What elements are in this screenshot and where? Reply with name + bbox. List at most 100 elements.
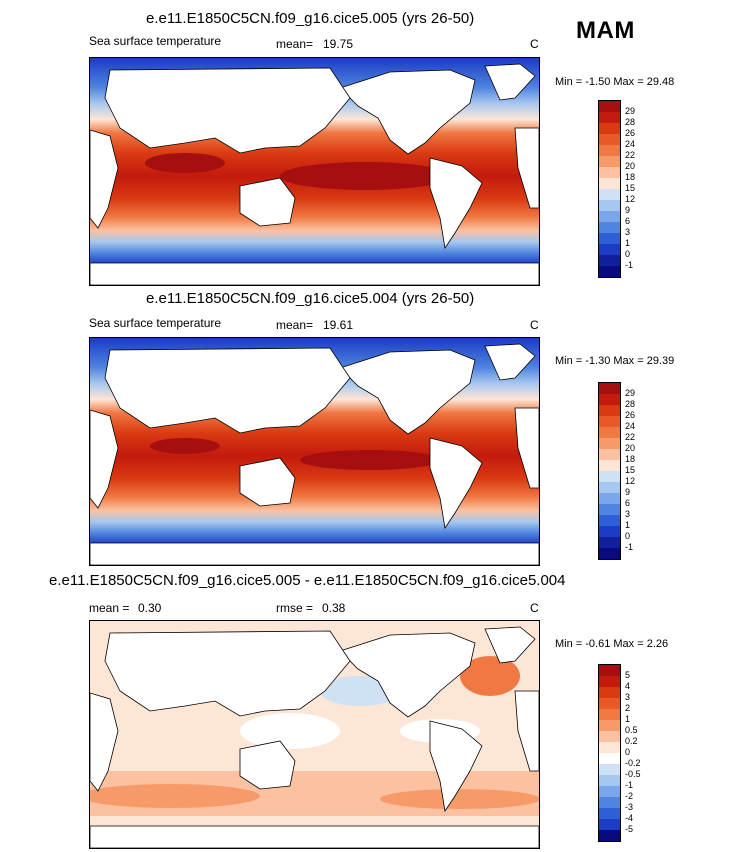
colorbar-tick-label: 24 [625,139,636,149]
colorbar-tick-label: 1 [625,238,631,248]
panel-3-rmse-label: rmse = [276,601,314,615]
panel-1-mean-label: mean= [276,37,314,51]
colorbar-tick-label: 28 [625,399,636,409]
diff-band [90,784,260,808]
south-america [429,157,483,250]
antarctica [90,262,539,285]
panel-2-units: C [530,318,539,332]
colorbar-tick-label: 1 [625,520,631,530]
africa [514,127,539,209]
panel-3-minmax: Min = -0.61 Max = 2.26 [555,638,669,650]
colorbar-tick-label: 6 [625,498,631,508]
panel-2-colorbar-box [598,382,621,560]
colorbar-tick-label: 3 [625,227,631,237]
colorbar-tick-label: 15 [625,465,636,475]
panel-2-title: e.e11.E1850C5CN.f09_g16.cice5.004 (yrs 2… [146,290,475,307]
colorbar-tick-label: 22 [625,432,636,442]
warm-pool [300,450,440,470]
panel-2-mean-value: 19.61 [323,318,354,332]
south-america [429,720,483,813]
diff-band [380,789,539,809]
colorbar-tick-label: 9 [625,205,631,215]
colorbar-tick-label: 5 [625,670,631,680]
colorbar-tick-label: 20 [625,161,636,171]
colorbar-tick-label: -1 [625,260,634,270]
colorbar-tick-label: -0.5 [625,769,641,779]
greenland [484,343,536,381]
colorbar-tick-label: -1 [625,542,634,552]
panel-3-units: C [530,601,539,615]
colorbar-tick-label: 29 [625,106,636,116]
panel-3-map [89,620,540,849]
australia [239,457,296,507]
continents [90,343,539,565]
colorbar-tick-label: 0 [625,747,631,757]
colorbar-tick-label: 24 [625,421,636,431]
colorbar-tick-label: 28 [625,117,636,127]
colorbar-tick-label: 26 [625,128,636,138]
panel-1-colorbar-box [598,100,621,278]
africa [514,407,539,489]
colorbar-tick-label: -0.2 [625,758,641,768]
antarctica [90,542,539,565]
colorbar-tick-label: 2 [625,703,631,713]
eurasia [104,67,351,154]
colorbar-tick-label: 4 [625,681,631,691]
antarctica [90,825,539,848]
continents [90,63,539,285]
colorbar-tick-label: 15 [625,183,636,193]
colorbar-tick-label: 12 [625,194,636,204]
australia [239,177,296,227]
colorbar-tick-label: 0 [625,531,631,541]
colorbar-tick-label: -3 [625,802,634,812]
colorbar-tick-label: 29 [625,388,636,398]
eurasia [104,630,351,717]
season-label: MAM [576,17,635,44]
colorbar-tick-label: 22 [625,150,636,160]
colorbar-tick-label: 3 [625,692,631,702]
panel-3-colorbar-box [598,664,621,842]
panel-3-mean-value: 0.30 [138,601,162,615]
colorbar-tick-label: 9 [625,487,631,497]
africa-west [90,409,119,509]
panel-1-field-label: Sea surface temperature [89,34,222,48]
colorbar-tick-label: 18 [625,454,636,464]
australia [239,740,296,790]
africa [514,690,539,772]
eurasia [104,347,351,434]
colorbar-tick-label: 1 [625,714,631,724]
north-america [339,69,476,155]
warm-pool [280,162,450,190]
panel-1-map [89,57,540,286]
continents [90,626,539,848]
north-america [339,349,476,435]
panel-3-rmse-value: 0.38 [322,601,346,615]
panel-1-title: e.e11.E1850C5CN.f09_g16.cice5.005 (yrs 2… [146,10,475,27]
colorbar-tick-label: 18 [625,172,636,182]
africa-west [90,129,119,229]
warm-pool-indian [150,438,220,454]
panel-2-minmax: Min = -1.30 Max = 29.39 [555,355,675,367]
colorbar-tick-label: 0 [625,249,631,259]
colorbar-tick-label: 26 [625,410,636,420]
colorbar-tick-label: 20 [625,443,636,453]
colorbar-tick-label: -4 [625,813,634,823]
colorbar-tick-label: 3 [625,509,631,519]
colorbar-tick-label: -1 [625,780,634,790]
panel-3-title: e.e11.E1850C5CN.f09_g16.cice5.005 - e.e1… [49,572,566,589]
warm-pool-indian [145,153,225,173]
panel-1-minmax: Min = -1.50 Max = 29.48 [555,76,675,88]
colorbar-tick-label: 0.2 [625,736,638,746]
greenland [484,626,536,664]
panel-2-map [89,337,540,566]
colorbar-tick-label: 0.5 [625,725,638,735]
greenland [484,63,536,101]
africa-west [90,692,119,792]
panel-2-mean-label: mean= [276,318,314,332]
panel-1-units: C [530,37,539,51]
diff-patch [240,713,340,749]
colorbar-tick-label: 6 [625,216,631,226]
north-atlantic-warm [460,656,520,696]
north-america [339,632,476,718]
panel-3-mean-label: mean = [89,601,130,615]
